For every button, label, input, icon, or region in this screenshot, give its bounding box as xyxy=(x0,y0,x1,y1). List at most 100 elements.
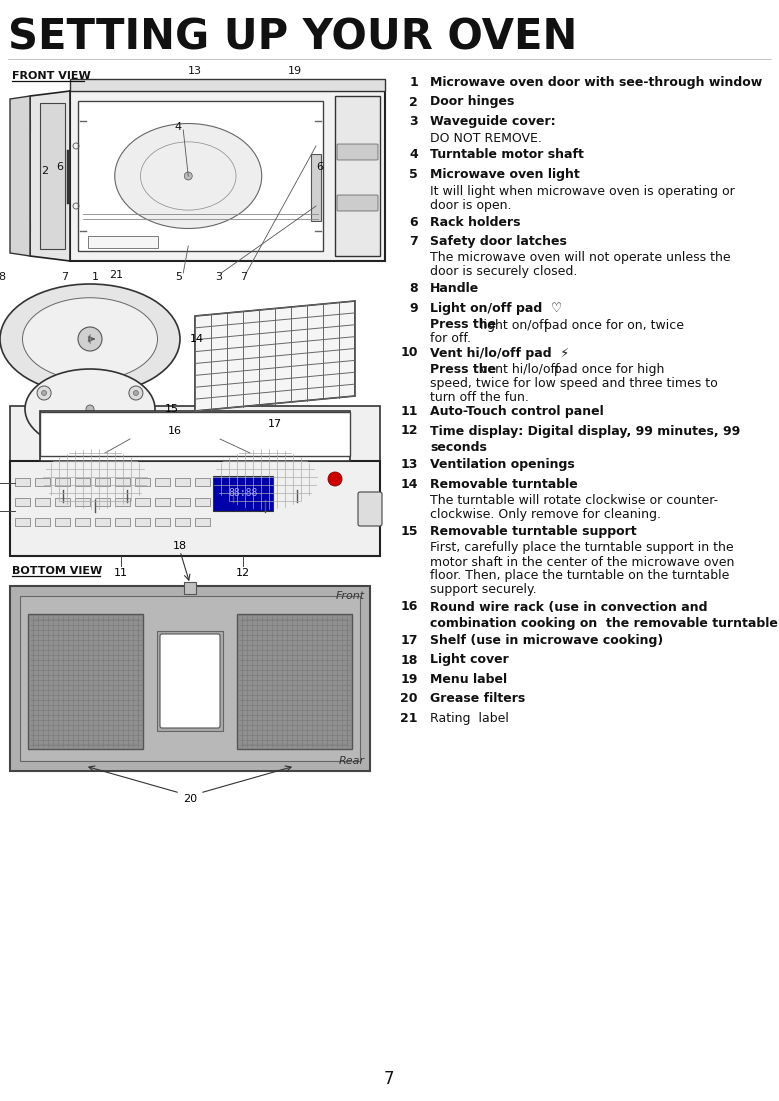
FancyBboxPatch shape xyxy=(237,614,352,749)
Text: First, carefully place the turntable support in the: First, carefully place the turntable sup… xyxy=(430,542,734,555)
Text: Rear: Rear xyxy=(339,756,365,766)
Text: door is securely closed.: door is securely closed. xyxy=(430,265,577,279)
Text: 16: 16 xyxy=(400,600,418,613)
FancyBboxPatch shape xyxy=(70,91,385,261)
Text: BOTTOM VIEW: BOTTOM VIEW xyxy=(12,566,102,576)
Text: 6: 6 xyxy=(410,216,418,229)
Circle shape xyxy=(83,434,97,448)
Text: 9: 9 xyxy=(410,302,418,315)
Text: Press the: Press the xyxy=(430,318,500,331)
Text: 5: 5 xyxy=(409,168,418,181)
Text: Door hinges: Door hinges xyxy=(430,96,514,109)
Text: 7: 7 xyxy=(384,1070,394,1088)
Text: Removable turntable support: Removable turntable support xyxy=(430,525,636,538)
FancyBboxPatch shape xyxy=(337,144,378,160)
FancyBboxPatch shape xyxy=(213,476,273,511)
Text: Time display: Digital display, 99 minutes, 99: Time display: Digital display, 99 minute… xyxy=(430,425,740,437)
FancyBboxPatch shape xyxy=(160,634,220,728)
FancyBboxPatch shape xyxy=(115,498,130,506)
FancyBboxPatch shape xyxy=(35,478,50,486)
Text: Light cover: Light cover xyxy=(430,654,509,666)
Text: FRONT VIEW: FRONT VIEW xyxy=(12,70,90,81)
Text: Press the: Press the xyxy=(430,363,500,377)
FancyBboxPatch shape xyxy=(15,478,30,486)
FancyBboxPatch shape xyxy=(22,120,30,130)
Text: 6: 6 xyxy=(316,163,323,173)
FancyBboxPatch shape xyxy=(155,517,170,526)
Polygon shape xyxy=(40,103,65,249)
Polygon shape xyxy=(10,96,30,257)
Text: 1: 1 xyxy=(91,272,98,282)
Text: 21: 21 xyxy=(109,270,123,280)
FancyBboxPatch shape xyxy=(55,478,70,486)
Text: 3: 3 xyxy=(215,272,222,282)
FancyBboxPatch shape xyxy=(55,517,70,526)
FancyBboxPatch shape xyxy=(75,517,90,526)
Text: support securely.: support securely. xyxy=(430,584,537,597)
Text: 10: 10 xyxy=(400,347,418,360)
FancyBboxPatch shape xyxy=(75,478,90,486)
Text: 2: 2 xyxy=(41,166,48,176)
FancyBboxPatch shape xyxy=(195,498,210,506)
Text: 12: 12 xyxy=(400,425,418,437)
Text: Round wire rack (use in convection and: Round wire rack (use in convection and xyxy=(430,600,707,613)
Text: 16: 16 xyxy=(168,426,182,436)
Text: 7: 7 xyxy=(62,272,69,282)
FancyBboxPatch shape xyxy=(35,517,50,526)
FancyBboxPatch shape xyxy=(195,517,210,526)
FancyBboxPatch shape xyxy=(10,586,370,771)
Text: 19: 19 xyxy=(400,673,418,686)
Text: DO NOT REMOVE.: DO NOT REMOVE. xyxy=(430,131,542,144)
Text: floor. Then, place the turntable on the turntable: floor. Then, place the turntable on the … xyxy=(430,569,729,582)
FancyBboxPatch shape xyxy=(15,517,30,526)
Circle shape xyxy=(37,386,51,400)
Text: Turntable motor shaft: Turntable motor shaft xyxy=(430,149,584,162)
FancyBboxPatch shape xyxy=(135,478,150,486)
Ellipse shape xyxy=(213,449,317,509)
FancyBboxPatch shape xyxy=(75,498,90,506)
FancyBboxPatch shape xyxy=(311,153,321,221)
Text: 13: 13 xyxy=(400,458,418,471)
Ellipse shape xyxy=(25,369,155,449)
Text: 14: 14 xyxy=(400,478,418,491)
Circle shape xyxy=(78,327,102,351)
Text: combination cooking on  the removable turntable ): combination cooking on the removable tur… xyxy=(430,617,779,630)
Text: Light on/off pad  ♡: Light on/off pad ♡ xyxy=(430,302,562,315)
Text: 19: 19 xyxy=(288,66,302,76)
FancyBboxPatch shape xyxy=(155,478,170,486)
FancyBboxPatch shape xyxy=(10,461,380,556)
FancyBboxPatch shape xyxy=(195,478,210,486)
Text: Microwave oven light: Microwave oven light xyxy=(430,168,580,181)
FancyBboxPatch shape xyxy=(135,498,150,506)
Text: It will light when microwave oven is operating or: It will light when microwave oven is ope… xyxy=(430,185,735,197)
Circle shape xyxy=(87,438,93,444)
Text: 11: 11 xyxy=(400,405,418,418)
Text: Shelf (use in microwave cooking): Shelf (use in microwave cooking) xyxy=(430,634,663,647)
Text: 6: 6 xyxy=(57,163,64,173)
FancyBboxPatch shape xyxy=(175,478,190,486)
FancyBboxPatch shape xyxy=(78,101,323,251)
Text: pad once for on, twice: pad once for on, twice xyxy=(540,318,684,331)
Text: Vent hi/lo/off pad  ⚡: Vent hi/lo/off pad ⚡ xyxy=(430,347,569,360)
Text: seconds: seconds xyxy=(430,442,487,454)
Circle shape xyxy=(185,172,192,179)
FancyBboxPatch shape xyxy=(10,406,380,461)
Text: 3: 3 xyxy=(410,115,418,128)
Text: Menu label: Menu label xyxy=(430,673,507,686)
Text: SETTING UP YOUR OVEN: SETTING UP YOUR OVEN xyxy=(8,17,577,58)
Text: 1: 1 xyxy=(409,76,418,89)
FancyBboxPatch shape xyxy=(358,492,382,526)
Text: Ventilation openings: Ventilation openings xyxy=(430,458,575,471)
Text: 15: 15 xyxy=(400,525,418,538)
Circle shape xyxy=(41,391,47,395)
Text: door is open.: door is open. xyxy=(430,198,512,211)
Text: 21: 21 xyxy=(400,712,418,724)
Polygon shape xyxy=(195,301,355,411)
Text: turn off the fun.: turn off the fun. xyxy=(430,391,529,404)
Text: Auto-Touch control panel: Auto-Touch control panel xyxy=(430,405,604,418)
Text: Rack holders: Rack holders xyxy=(430,216,520,229)
FancyBboxPatch shape xyxy=(335,96,380,257)
Text: pad once for high: pad once for high xyxy=(550,363,664,377)
FancyBboxPatch shape xyxy=(35,498,50,506)
FancyBboxPatch shape xyxy=(157,631,223,731)
